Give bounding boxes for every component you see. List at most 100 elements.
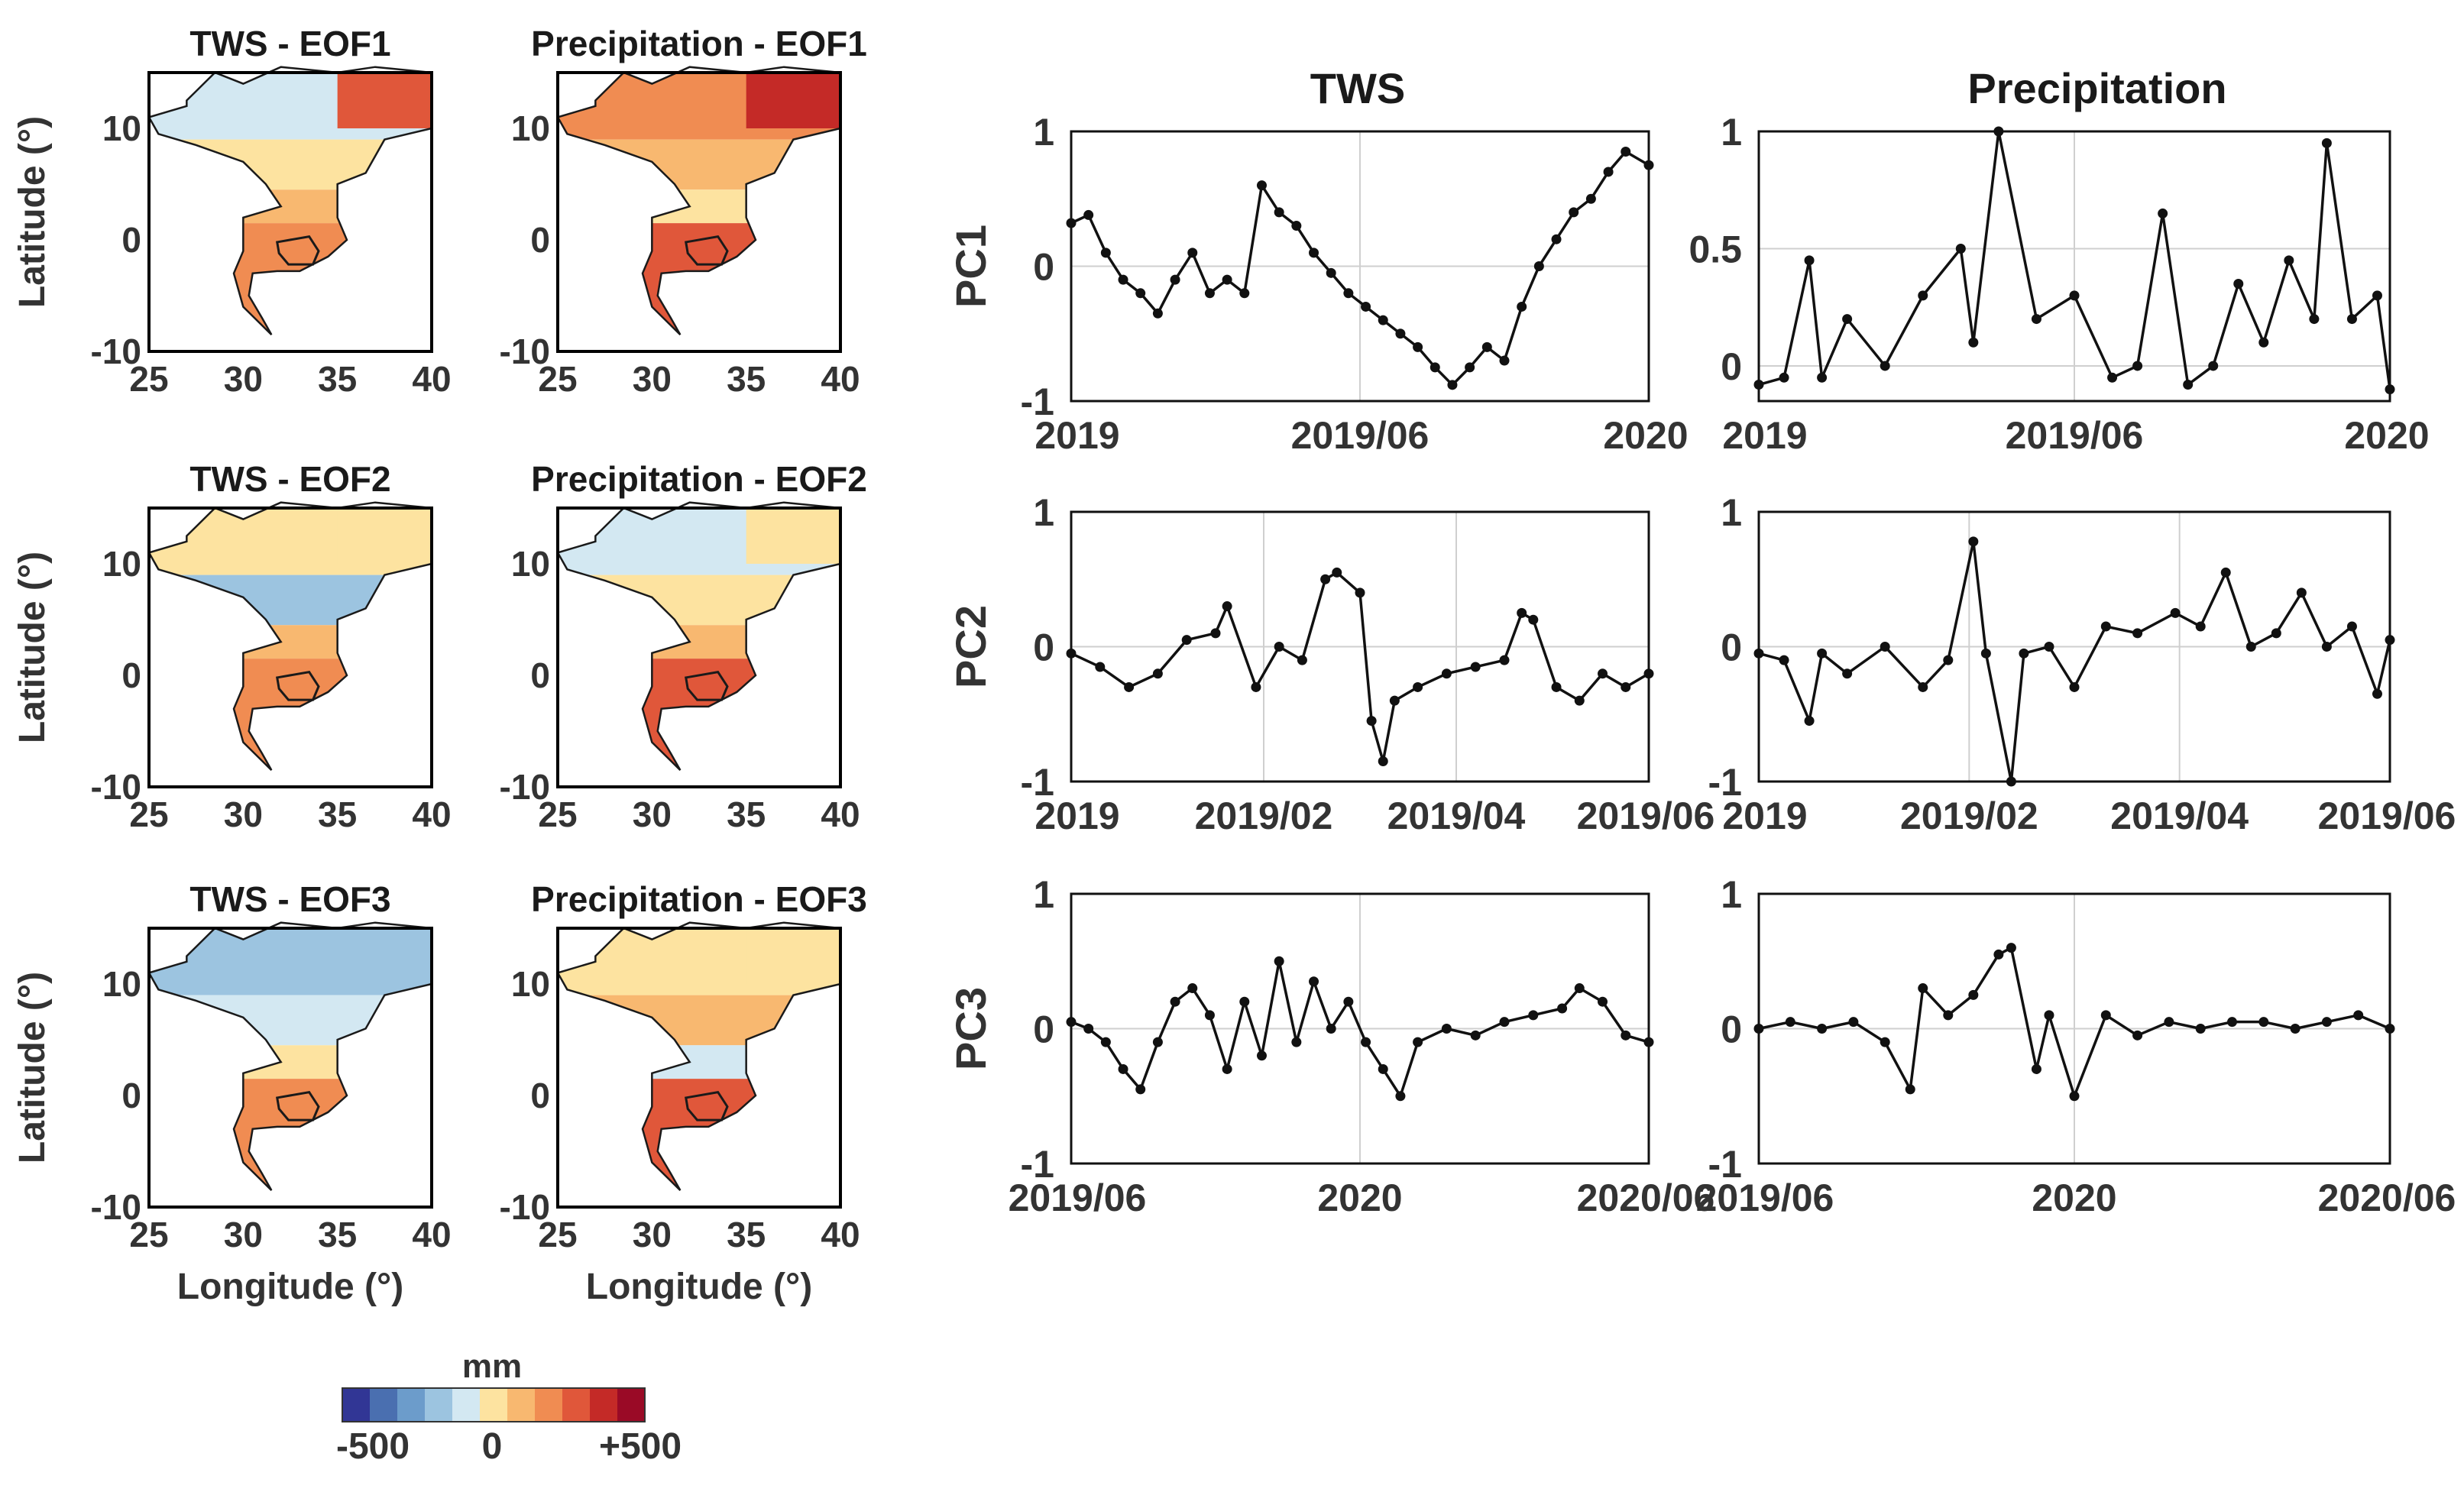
pc-data-point bbox=[1170, 996, 1180, 1007]
colorbar-tick-label: +500 bbox=[599, 1426, 682, 1467]
pc-data-point bbox=[1274, 956, 1284, 966]
map-fill-region bbox=[558, 659, 840, 771]
pc-data-point bbox=[1804, 255, 1815, 266]
map-ytick-label: -10 bbox=[500, 332, 550, 371]
basin-outline bbox=[556, 66, 842, 335]
pc-data-point bbox=[2258, 1017, 2269, 1028]
pc-data-point bbox=[1779, 655, 1789, 665]
pc-data-point bbox=[1517, 607, 1527, 618]
pc-data-point bbox=[1355, 587, 1365, 598]
plot-frame bbox=[1070, 510, 1650, 783]
map-fill-group bbox=[558, 73, 840, 335]
map-fill-region bbox=[149, 139, 432, 190]
pc-data-point bbox=[1533, 261, 1544, 271]
pc-data-point bbox=[2346, 314, 2357, 325]
pc-data-point bbox=[1621, 146, 1631, 157]
pc-data-point bbox=[1779, 372, 1789, 383]
map-frame bbox=[556, 71, 842, 353]
pc-data-point bbox=[2044, 642, 2054, 652]
pc-panel: 2019 2019/02 2019/04 2019/06 1 0 -1 bbox=[1708, 491, 2456, 837]
pc-data-point bbox=[1603, 167, 1614, 177]
map-ylabel: Latitude (°) bbox=[12, 972, 53, 1164]
map-xtick-label: 40 bbox=[412, 359, 451, 399]
pc-data-point bbox=[2019, 648, 2029, 659]
pc-data-point bbox=[1880, 642, 1890, 652]
map-fill-region bbox=[558, 625, 840, 659]
lake-victoria-outline bbox=[276, 670, 320, 701]
pc-data-point bbox=[2158, 208, 2168, 218]
pc-data-point bbox=[1239, 996, 1250, 1007]
colorbar-swatch bbox=[507, 1388, 536, 1422]
map-xtick-label: 30 bbox=[633, 1215, 672, 1254]
plot-frame bbox=[1070, 892, 1650, 1165]
pc-data-point bbox=[1152, 308, 1163, 319]
pc-data-point bbox=[1621, 681, 1631, 692]
pc-data-point bbox=[2227, 1017, 2237, 1028]
pc-data-point bbox=[1447, 380, 1458, 390]
map-ytick-label: 10 bbox=[102, 544, 141, 584]
map-ytick-label: 0 bbox=[121, 1076, 141, 1115]
pc-data-point bbox=[2100, 621, 2111, 632]
map-title: TWS - EOF3 bbox=[189, 879, 390, 919]
colorbar-swatch bbox=[425, 1388, 453, 1422]
column-titles: TWS Precipitation bbox=[1310, 64, 2227, 112]
map-xtick-label: 35 bbox=[318, 1215, 357, 1254]
pc-data-point bbox=[1361, 301, 1371, 312]
map-frame bbox=[556, 507, 842, 788]
x-tick-label: 2019 bbox=[1034, 414, 1119, 457]
pc-data-point bbox=[2321, 138, 2332, 148]
pc-data-point bbox=[1517, 301, 1527, 312]
x-tick-label: 2020 bbox=[1317, 1176, 1402, 1219]
map-ylabel: Latitude (°) bbox=[12, 116, 53, 308]
map-fill-region bbox=[149, 625, 432, 659]
map-xtick-label: 30 bbox=[224, 359, 263, 399]
y-tick-label: 1 bbox=[1721, 111, 1742, 154]
pc-data-point bbox=[1598, 996, 1608, 1007]
pc-data-point bbox=[2031, 314, 2041, 325]
y-tick-label: 0 bbox=[1033, 246, 1054, 289]
pc-data-point bbox=[1943, 655, 1954, 665]
colorbar-swatch bbox=[617, 1388, 646, 1422]
pc-data-point bbox=[1441, 668, 1452, 679]
pc-data-point bbox=[1378, 756, 1388, 767]
map-fill-region bbox=[558, 574, 840, 626]
pc-data-point bbox=[1413, 681, 1423, 692]
map-ytick-label: -10 bbox=[91, 767, 141, 807]
pc-data-point bbox=[2069, 681, 2080, 692]
map-frame bbox=[147, 71, 433, 353]
map-fill-region bbox=[746, 73, 840, 128]
map-fill-group bbox=[149, 73, 432, 335]
x-tick-label: 2019 bbox=[1722, 795, 1807, 837]
pc-data-point bbox=[1968, 536, 1979, 547]
pc-data-point bbox=[1880, 1037, 1890, 1047]
map-ytick-label: 0 bbox=[530, 655, 550, 695]
x-tick-label: 2019/02 bbox=[1900, 795, 2038, 837]
colorbar-swatch bbox=[562, 1388, 591, 1422]
basin-outline bbox=[147, 921, 433, 1191]
plot-frame bbox=[1757, 892, 2391, 1165]
map-title: TWS - EOF1 bbox=[189, 24, 390, 63]
pc-data-point bbox=[2170, 607, 2181, 618]
pc-data-point bbox=[1598, 668, 1608, 679]
pc-data-point bbox=[2100, 1010, 2111, 1021]
pc-data-point bbox=[2309, 314, 2320, 325]
map-frame bbox=[147, 927, 433, 1209]
y-tick-label: -1 bbox=[1021, 761, 1054, 804]
map-xtick-label: 35 bbox=[727, 795, 766, 834]
map-fill-region bbox=[558, 189, 840, 224]
pc-data-point bbox=[1326, 267, 1336, 278]
pc-data-point bbox=[1980, 648, 1991, 659]
lake-victoria-outline bbox=[276, 1090, 320, 1121]
pc-panel: 2019 2019/02 2019/04 2019/06 1 0 -1 PC2 bbox=[947, 491, 1714, 837]
pc-data-point bbox=[1326, 1024, 1336, 1034]
pc-data-point bbox=[1842, 314, 1853, 325]
x-tick-label: 2019/06 bbox=[2006, 414, 2144, 457]
map-xtick-label: 40 bbox=[821, 795, 860, 834]
map-fill-region bbox=[149, 1079, 432, 1191]
